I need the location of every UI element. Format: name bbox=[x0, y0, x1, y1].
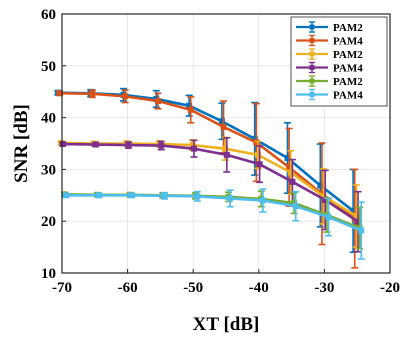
data-point bbox=[350, 207, 357, 214]
data-point bbox=[63, 192, 70, 199]
legend-label: PAM2 bbox=[333, 76, 363, 88]
data-point bbox=[322, 196, 329, 203]
legend-marker bbox=[309, 38, 315, 43]
data-point bbox=[161, 192, 168, 199]
data-point bbox=[251, 135, 258, 142]
x-tick-label: -40 bbox=[249, 280, 269, 296]
legend-label: PAM4 bbox=[333, 36, 363, 48]
series-6 bbox=[62, 188, 365, 260]
plot-area-frame bbox=[61, 13, 391, 274]
legend-entry: PAM4 bbox=[296, 88, 363, 102]
legend-entry: PAM4 bbox=[296, 34, 363, 48]
data-point bbox=[194, 193, 201, 200]
data-point bbox=[325, 214, 332, 221]
data-point bbox=[259, 197, 266, 204]
data-point bbox=[95, 192, 102, 199]
series-line bbox=[66, 194, 362, 232]
legend-label: PAM4 bbox=[333, 90, 363, 102]
x-tick-label: -50 bbox=[183, 280, 203, 296]
x-axis-label: XT [dB] bbox=[193, 314, 260, 335]
legend-label: PAM2 bbox=[333, 49, 363, 61]
data-point bbox=[218, 118, 225, 125]
data-point bbox=[92, 141, 99, 148]
x-tick-label: -20 bbox=[380, 280, 400, 296]
data-point bbox=[158, 142, 165, 149]
data-point bbox=[59, 141, 66, 148]
legend-marker bbox=[309, 92, 315, 97]
data-point bbox=[358, 227, 365, 234]
data-point bbox=[191, 145, 198, 152]
y-axis-label: SNR [dB] bbox=[11, 104, 32, 183]
data-point bbox=[289, 178, 296, 185]
data-point bbox=[353, 213, 360, 220]
data-point bbox=[292, 203, 299, 210]
legend-marker bbox=[309, 51, 315, 57]
legend-box bbox=[290, 16, 388, 107]
data-point bbox=[186, 102, 193, 109]
x-tick-label: -60 bbox=[118, 280, 138, 296]
data-point bbox=[128, 192, 135, 199]
legend-entry: PAM4 bbox=[296, 61, 363, 75]
data-point bbox=[223, 151, 230, 158]
y-tick-label: 60 bbox=[41, 7, 56, 23]
legend-marker bbox=[309, 78, 315, 84]
data-point bbox=[317, 182, 324, 189]
axis-ticks: -70 -60 -50 -40 -30 -20 10 20 30 40 50 60 bbox=[41, 7, 400, 296]
data-point bbox=[291, 200, 298, 207]
data-point bbox=[284, 155, 291, 162]
x-tick-label: -30 bbox=[314, 280, 334, 296]
data-point bbox=[256, 161, 263, 168]
data-point bbox=[320, 193, 327, 200]
legend-entry: PAM2 bbox=[296, 75, 363, 88]
data-point bbox=[154, 98, 161, 105]
data-point bbox=[125, 142, 132, 149]
legend-marker bbox=[309, 65, 315, 70]
legend-label: PAM2 bbox=[333, 22, 363, 34]
data-point bbox=[220, 123, 227, 130]
data-point bbox=[56, 90, 63, 97]
data-point bbox=[355, 218, 362, 225]
data-point bbox=[287, 169, 294, 176]
series-line bbox=[59, 91, 356, 220]
x-tick-label: -70 bbox=[52, 280, 72, 296]
series-line bbox=[62, 142, 359, 223]
data-point bbox=[254, 151, 261, 158]
y-tick-label: 10 bbox=[41, 266, 56, 282]
legend-entry: PAM2 bbox=[296, 48, 363, 61]
legend-marker bbox=[309, 24, 315, 30]
y-tick-label: 30 bbox=[41, 162, 56, 178]
data-point bbox=[227, 195, 234, 202]
legend-label: PAM4 bbox=[333, 63, 363, 75]
legend-entry: PAM2 bbox=[296, 21, 363, 34]
y-tick-label: 50 bbox=[41, 59, 56, 75]
data-point bbox=[253, 139, 260, 146]
data-point bbox=[187, 106, 194, 113]
data-point bbox=[189, 142, 196, 149]
data-point bbox=[89, 90, 96, 97]
y-tick-label: 40 bbox=[41, 111, 56, 127]
data-point bbox=[286, 164, 293, 171]
series-group bbox=[54, 87, 365, 269]
data-point bbox=[222, 145, 229, 152]
y-tick-label: 20 bbox=[41, 214, 56, 230]
data-point bbox=[122, 93, 129, 100]
